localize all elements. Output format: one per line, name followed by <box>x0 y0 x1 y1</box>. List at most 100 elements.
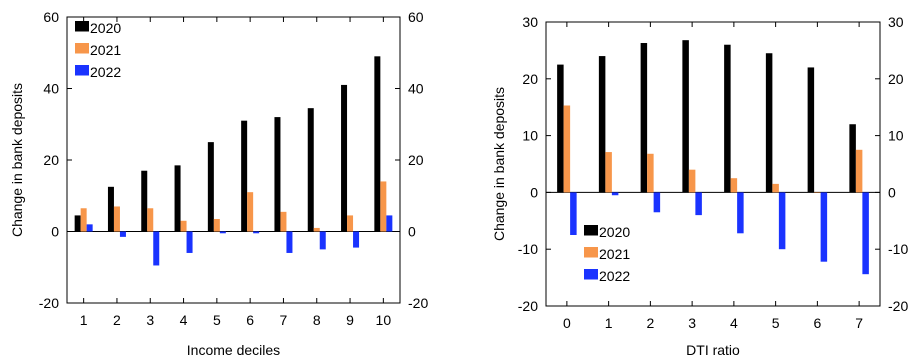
bar-2020-3 <box>682 40 689 193</box>
bar-2020-3 <box>141 170 148 232</box>
y-tick-label-left: -10 <box>518 241 538 257</box>
legend-label-2021: 2021 <box>90 42 121 58</box>
legend-label-2022: 2022 <box>599 268 630 284</box>
y-tick-label-right: 20 <box>888 71 904 87</box>
bar-2021-4 <box>180 220 187 232</box>
bar-2022-2 <box>119 231 126 237</box>
bar-2020-10 <box>374 56 381 232</box>
bar-2021-7 <box>280 211 287 232</box>
bar-2021-6 <box>247 192 254 232</box>
bar-2022-6 <box>253 231 260 234</box>
bar-2022-8 <box>319 231 326 250</box>
x-tick-label: 4 <box>730 315 738 331</box>
legend-label-2020: 2020 <box>599 224 630 240</box>
bar-2021-0 <box>563 105 571 193</box>
x-tick-label: 9 <box>346 312 354 328</box>
y-tick-label-left: 20 <box>522 71 538 87</box>
x-tick-label: 3 <box>688 315 696 331</box>
bar-2021-1 <box>605 152 612 193</box>
bar-2021-6 <box>814 192 821 193</box>
legend-label-2021: 2021 <box>599 246 630 262</box>
y-tick-label-left: 0 <box>51 224 59 240</box>
y-tick-label-left: 0 <box>530 184 538 200</box>
bar-2022-0 <box>570 192 577 235</box>
bar-2021-2 <box>113 206 120 232</box>
x-tick-label: 5 <box>772 315 780 331</box>
bar-2021-2 <box>647 153 654 193</box>
bar-2021-8 <box>313 227 320 232</box>
x-tick-label: 1 <box>80 312 88 328</box>
y-tick-label-right: -20 <box>888 298 908 314</box>
bar-2020-5 <box>765 53 773 193</box>
legend-swatch-2021 <box>75 43 89 54</box>
y-tick-label-left: 20 <box>43 152 59 168</box>
bar-2022-4 <box>186 231 193 253</box>
legend-label-2020: 2020 <box>90 20 121 36</box>
bar-2022-1 <box>86 224 93 232</box>
bar-2022-2 <box>653 192 661 213</box>
legend-swatch-2022 <box>75 65 89 76</box>
x-tick-label: 3 <box>146 312 154 328</box>
x-axis-label: DTI ratio <box>686 342 740 358</box>
y-axis-label: Change in bank deposits <box>491 87 507 241</box>
y-tick-label-right: -20 <box>408 295 428 311</box>
bar-2021-9 <box>347 215 354 232</box>
bar-2020-7 <box>274 117 281 232</box>
bar-2020-1 <box>598 56 606 193</box>
bar-2022-9 <box>353 231 360 248</box>
bar-2020-6 <box>241 120 248 232</box>
y-tick-label-right: 10 <box>888 128 904 144</box>
bar-2022-10 <box>386 215 393 232</box>
x-tick-label: 0 <box>563 315 571 331</box>
bar-2020-4 <box>174 165 181 232</box>
x-tick-label: 8 <box>313 312 321 328</box>
bar-2021-10 <box>380 181 387 232</box>
y-tick-label-left: 30 <box>522 14 538 30</box>
y-tick-label-left: -20 <box>39 295 59 311</box>
x-tick-label: 5 <box>213 312 221 328</box>
bar-2020-1 <box>74 215 81 232</box>
y-tick-label-left: -20 <box>518 298 538 314</box>
x-tick-label: 1 <box>605 315 613 331</box>
bar-2022-7 <box>286 231 293 253</box>
y-tick-label-right: -10 <box>888 241 908 257</box>
x-tick-label: 4 <box>180 312 188 328</box>
bar-2022-4 <box>737 192 744 234</box>
legend-label-2022: 2022 <box>90 64 121 80</box>
bar-2020-2 <box>107 186 114 232</box>
x-tick-label: 6 <box>246 312 254 328</box>
y-tick-label-left: 40 <box>43 81 59 97</box>
y-tick-label-right: 0 <box>408 224 416 240</box>
x-tick-label: 2 <box>113 312 121 328</box>
x-tick-label: 2 <box>646 315 654 331</box>
y-tick-label-right: 0 <box>888 184 896 200</box>
x-tick-label: 6 <box>813 315 821 331</box>
x-tick-label: 10 <box>376 312 392 328</box>
bar-2022-1 <box>611 192 619 196</box>
y-tick-label-left: 10 <box>522 128 538 144</box>
bar-2021-3 <box>147 208 154 232</box>
bar-2022-6 <box>820 192 828 262</box>
bar-2022-5 <box>219 231 226 234</box>
bar-2022-3 <box>695 192 702 216</box>
bar-2020-8 <box>307 108 314 232</box>
bar-2020-9 <box>341 84 348 232</box>
bar-2020-7 <box>849 124 856 193</box>
bar-2021-3 <box>688 169 696 193</box>
x-tick-label: 7 <box>280 312 288 328</box>
legend-swatch-2022 <box>584 269 598 280</box>
bar-2021-4 <box>730 178 738 193</box>
bar-2021-1 <box>80 208 87 232</box>
y-tick-label-right: 20 <box>408 152 424 168</box>
bar-2020-0 <box>557 64 564 193</box>
bar-2022-5 <box>778 192 786 250</box>
plot-frame <box>545 21 881 307</box>
bar-2020-6 <box>807 67 815 193</box>
bar-2022-3 <box>153 231 160 266</box>
legend-swatch-2020 <box>584 225 598 236</box>
bar-2022-7 <box>862 192 869 275</box>
x-tick-label: 7 <box>855 315 863 331</box>
